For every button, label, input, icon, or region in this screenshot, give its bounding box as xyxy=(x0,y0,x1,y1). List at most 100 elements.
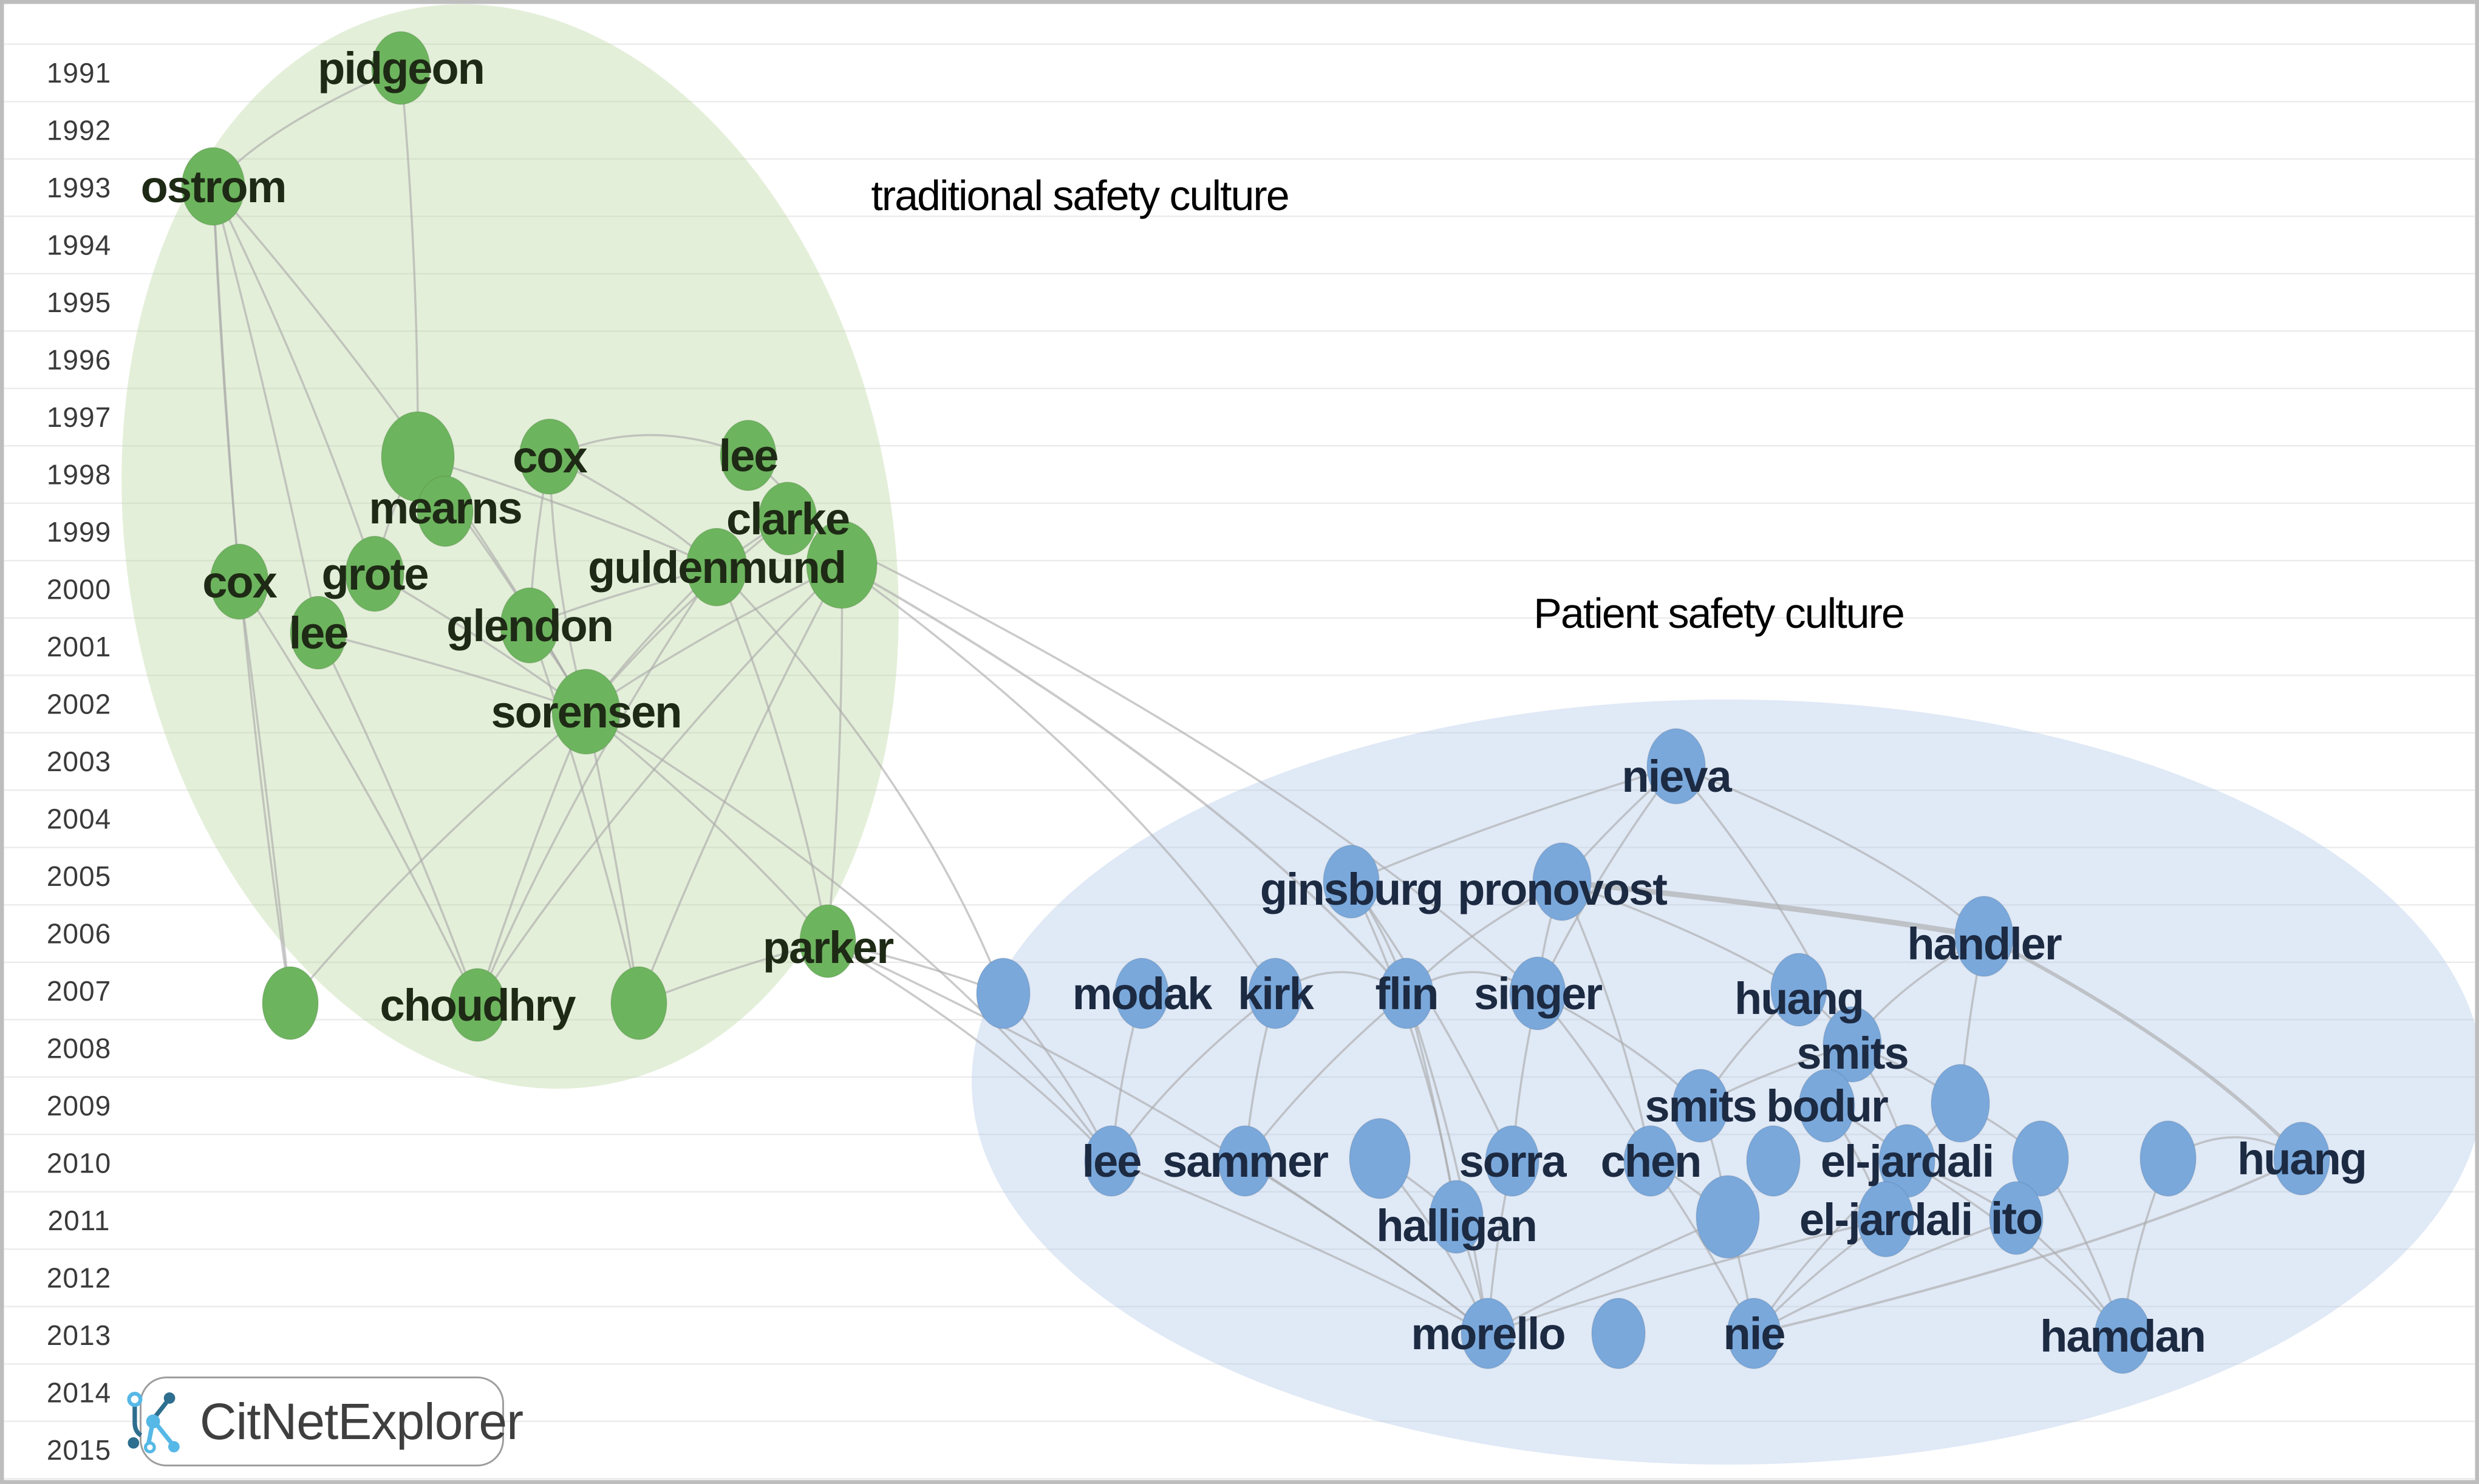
green-cluster-title: traditional safety culture xyxy=(871,172,1289,219)
edge-guldenmund-modakL xyxy=(715,566,1004,995)
node-label-lee98: lee xyxy=(719,431,778,481)
node-parker[interactable] xyxy=(799,904,856,978)
node-singer[interactable] xyxy=(1509,956,1566,1030)
green-cluster-blob xyxy=(121,4,899,1089)
node-grote[interactable] xyxy=(345,536,404,612)
node-sammer[interactable] xyxy=(1218,1125,1272,1197)
node-modakL[interactable] xyxy=(976,958,1031,1029)
node-label-cox00: cox xyxy=(202,557,277,607)
node-unl13a[interactable] xyxy=(1591,1298,1646,1369)
node-guldR[interactable] xyxy=(806,520,878,609)
edge-guldR-flin xyxy=(841,563,1408,995)
node-huang10[interactable] xyxy=(2273,1122,2330,1196)
node-pronovost[interactable] xyxy=(1532,842,1592,921)
node-unl10a[interactable] xyxy=(1349,1118,1411,1199)
node-chouL[interactable] xyxy=(262,966,319,1040)
edge-sorensen-chouL xyxy=(289,710,587,1004)
node-unl11a[interactable] xyxy=(1696,1175,1760,1259)
node-modak[interactable] xyxy=(1114,958,1169,1029)
year-label-1996: 1996 xyxy=(47,344,111,376)
node-label-pidgeon: pidgeon xyxy=(318,43,484,94)
node-label-huang10: huang xyxy=(2237,1134,2366,1184)
edge-ginsburg-sorra xyxy=(1350,880,1513,1162)
year-label-2003: 2003 xyxy=(47,746,111,777)
node-smits09[interactable] xyxy=(1672,1069,1729,1143)
edge-sammer-morello xyxy=(1244,1160,1489,1335)
edge-lee10-morello xyxy=(1110,1160,1489,1335)
year-label-1993: 1993 xyxy=(47,172,111,203)
edge-guldR-kirk xyxy=(841,563,1277,995)
edge-pidgeon-mearns98 xyxy=(400,67,419,458)
node-label-elj10: el-jardali xyxy=(1821,1136,1993,1186)
node-ito[interactable] xyxy=(1989,1181,2044,1255)
year-label-2014: 2014 xyxy=(47,1377,111,1409)
node-cox98[interactable] xyxy=(519,418,581,495)
year-label-1992: 1992 xyxy=(47,115,111,146)
node-label-grote: grote xyxy=(322,549,428,599)
edge-pronovost-handler xyxy=(1559,879,1987,939)
node-flin[interactable] xyxy=(1379,958,1434,1029)
node-chouR[interactable] xyxy=(610,966,667,1040)
node-label-kirk: kirk xyxy=(1238,968,1315,1019)
year-label-1991: 1991 xyxy=(47,57,111,89)
node-bodur[interactable] xyxy=(1798,1069,1855,1143)
node-smits08[interactable] xyxy=(1823,1006,1882,1083)
node-label-choudhry: choudhry xyxy=(380,980,576,1030)
node-sorra[interactable] xyxy=(1485,1125,1540,1197)
node-ostrom[interactable] xyxy=(181,147,245,226)
node-nie[interactable] xyxy=(1727,1298,1781,1369)
node-label-ginsburg: ginsburg xyxy=(1260,864,1443,914)
node-sorensen[interactable] xyxy=(551,669,621,755)
edge-sorensen-choudhry xyxy=(476,710,587,1006)
year-label-2002: 2002 xyxy=(47,689,111,720)
year-label-2000: 2000 xyxy=(47,574,111,605)
node-label-cox98: cox xyxy=(513,432,587,482)
year-label-2001: 2001 xyxy=(47,631,111,662)
node-label-handler: handler xyxy=(1907,919,2061,969)
year-label-2015: 2015 xyxy=(47,1434,111,1466)
node-label-hamdan: hamdan xyxy=(2040,1311,2205,1361)
node-clarke[interactable] xyxy=(758,482,817,556)
edge-nie-huang10 xyxy=(1753,1157,2303,1335)
node-huang07[interactable] xyxy=(1770,953,1827,1027)
node-unl10c[interactable] xyxy=(2012,1120,2069,1197)
node-unl09R[interactable] xyxy=(1931,1064,1990,1143)
edge-handler-huang10 xyxy=(1982,934,2303,1160)
node-chen[interactable] xyxy=(1623,1125,1678,1197)
year-label-2010: 2010 xyxy=(47,1148,111,1179)
node-handler[interactable] xyxy=(1954,896,2014,977)
node-glendon[interactable] xyxy=(500,587,559,664)
node-morello[interactable] xyxy=(1461,1298,1515,1369)
year-label-2006: 2006 xyxy=(47,918,111,950)
node-elj11[interactable] xyxy=(1857,1181,1914,1258)
node-choudhry[interactable] xyxy=(449,968,506,1042)
edge-mearns98-guldenmund xyxy=(417,455,718,568)
node-halligan[interactable] xyxy=(1429,1180,1484,1254)
node-pidgeon[interactable] xyxy=(371,31,431,105)
node-cox00[interactable] xyxy=(210,543,269,620)
node-unl10b[interactable] xyxy=(1746,1125,1801,1197)
year-label-2011: 2011 xyxy=(48,1205,111,1236)
edge-elj11-morello xyxy=(1487,1218,1887,1335)
year-label-1994: 1994 xyxy=(47,230,111,261)
edge-unl11a-morello xyxy=(1487,1216,1729,1335)
node-label-mearns: mearns xyxy=(369,483,521,533)
node-hamdan[interactable] xyxy=(2094,1298,2151,1374)
year-axis: 1991 1992 1993 1994 1995 1996 1997 1998 1999 2000… xyxy=(47,57,111,1466)
node-label-ito: ito xyxy=(1991,1193,2042,1244)
node-mearns[interactable] xyxy=(417,475,474,547)
node-guldenmund[interactable] xyxy=(686,528,748,607)
year-label-2012: 2012 xyxy=(47,1262,111,1294)
node-lee00[interactable] xyxy=(290,596,347,670)
edge-cox00-choudhry xyxy=(238,580,479,1006)
node-kirk[interactable] xyxy=(1248,958,1303,1029)
node-lee10[interactable] xyxy=(1084,1125,1139,1197)
node-unl10d[interactable] xyxy=(2140,1120,2197,1197)
node-lee98[interactable] xyxy=(720,420,777,491)
node-nieva[interactable] xyxy=(1646,728,1706,805)
edge-sorensen-lee10 xyxy=(585,710,1113,1162)
node-label-flin: flin xyxy=(1376,968,1438,1019)
edge-guldR-chouR xyxy=(638,563,843,1004)
node-ginsburg[interactable] xyxy=(1323,845,1380,919)
edge-ostrom-lee00 xyxy=(212,185,319,634)
